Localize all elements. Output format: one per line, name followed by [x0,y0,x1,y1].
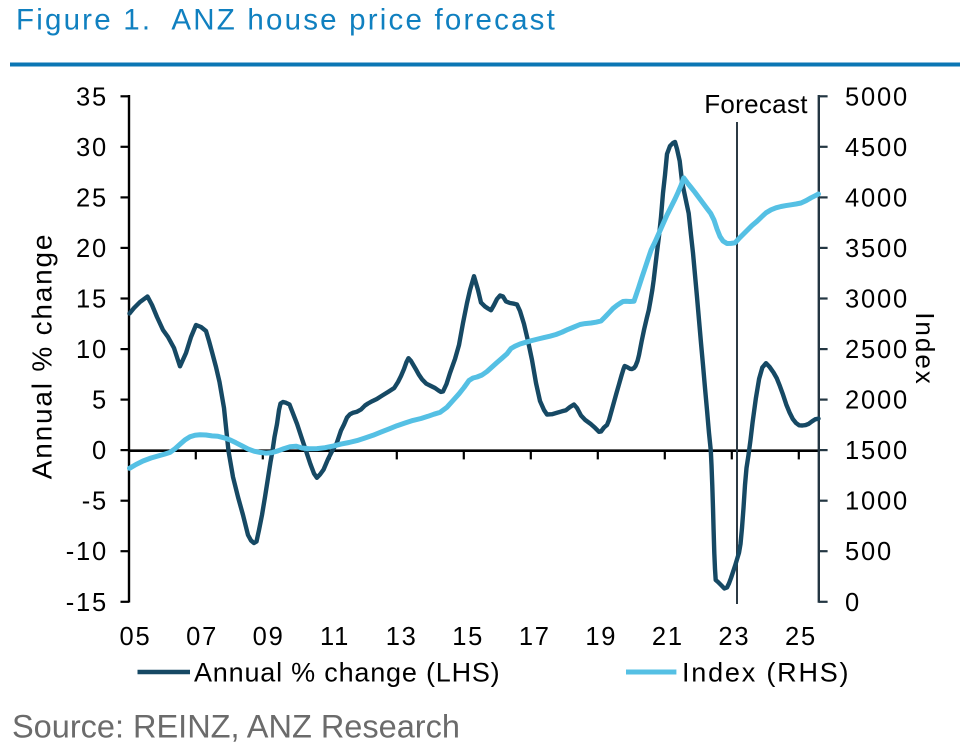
svg-text:10: 10 [76,336,108,364]
svg-text:Annual % change (LHS): Annual % change (LHS) [194,658,500,688]
svg-text:05: 05 [120,623,152,651]
svg-text:3000: 3000 [845,286,909,314]
svg-text:13: 13 [386,623,418,651]
svg-text:500: 500 [845,538,893,566]
svg-text:3500: 3500 [845,235,909,263]
svg-text:4500: 4500 [845,134,909,162]
svg-text:17: 17 [519,623,551,651]
svg-text:2500: 2500 [845,336,909,364]
svg-text:1000: 1000 [845,488,909,516]
svg-text:5: 5 [92,387,108,415]
svg-text:2000: 2000 [845,387,909,415]
svg-text:25: 25 [785,623,817,651]
svg-text:4000: 4000 [845,184,909,212]
svg-text:35: 35 [76,83,108,111]
svg-text:Annual % change: Annual % change [27,233,58,480]
svg-text:19: 19 [585,623,617,651]
svg-text:23: 23 [718,623,750,651]
svg-text:0: 0 [845,589,861,617]
svg-text:30: 30 [76,134,108,162]
svg-text:-10: -10 [66,538,108,566]
svg-text:Index (RHS): Index (RHS) [682,658,850,688]
svg-text:-15: -15 [66,589,108,617]
svg-text:0: 0 [92,437,108,465]
svg-text:1500: 1500 [845,437,909,465]
svg-text:07: 07 [186,623,218,651]
svg-text:25: 25 [76,184,108,212]
svg-text:Source: REINZ, ANZ Research: Source: REINZ, ANZ Research [12,709,460,745]
svg-text:5000: 5000 [845,83,909,111]
svg-text:15: 15 [76,286,108,314]
svg-text:11: 11 [320,623,350,651]
svg-text:21: 21 [652,623,684,651]
svg-text:20: 20 [76,235,108,263]
svg-text:09: 09 [253,623,285,651]
svg-text:Forecast: Forecast [704,89,808,119]
svg-text:-5: -5 [82,488,108,516]
svg-text:Figure 1. ANZ house price for: Figure 1. ANZ house price forecast [16,4,557,37]
svg-text:Index: Index [910,312,940,386]
svg-text:15: 15 [452,623,484,651]
